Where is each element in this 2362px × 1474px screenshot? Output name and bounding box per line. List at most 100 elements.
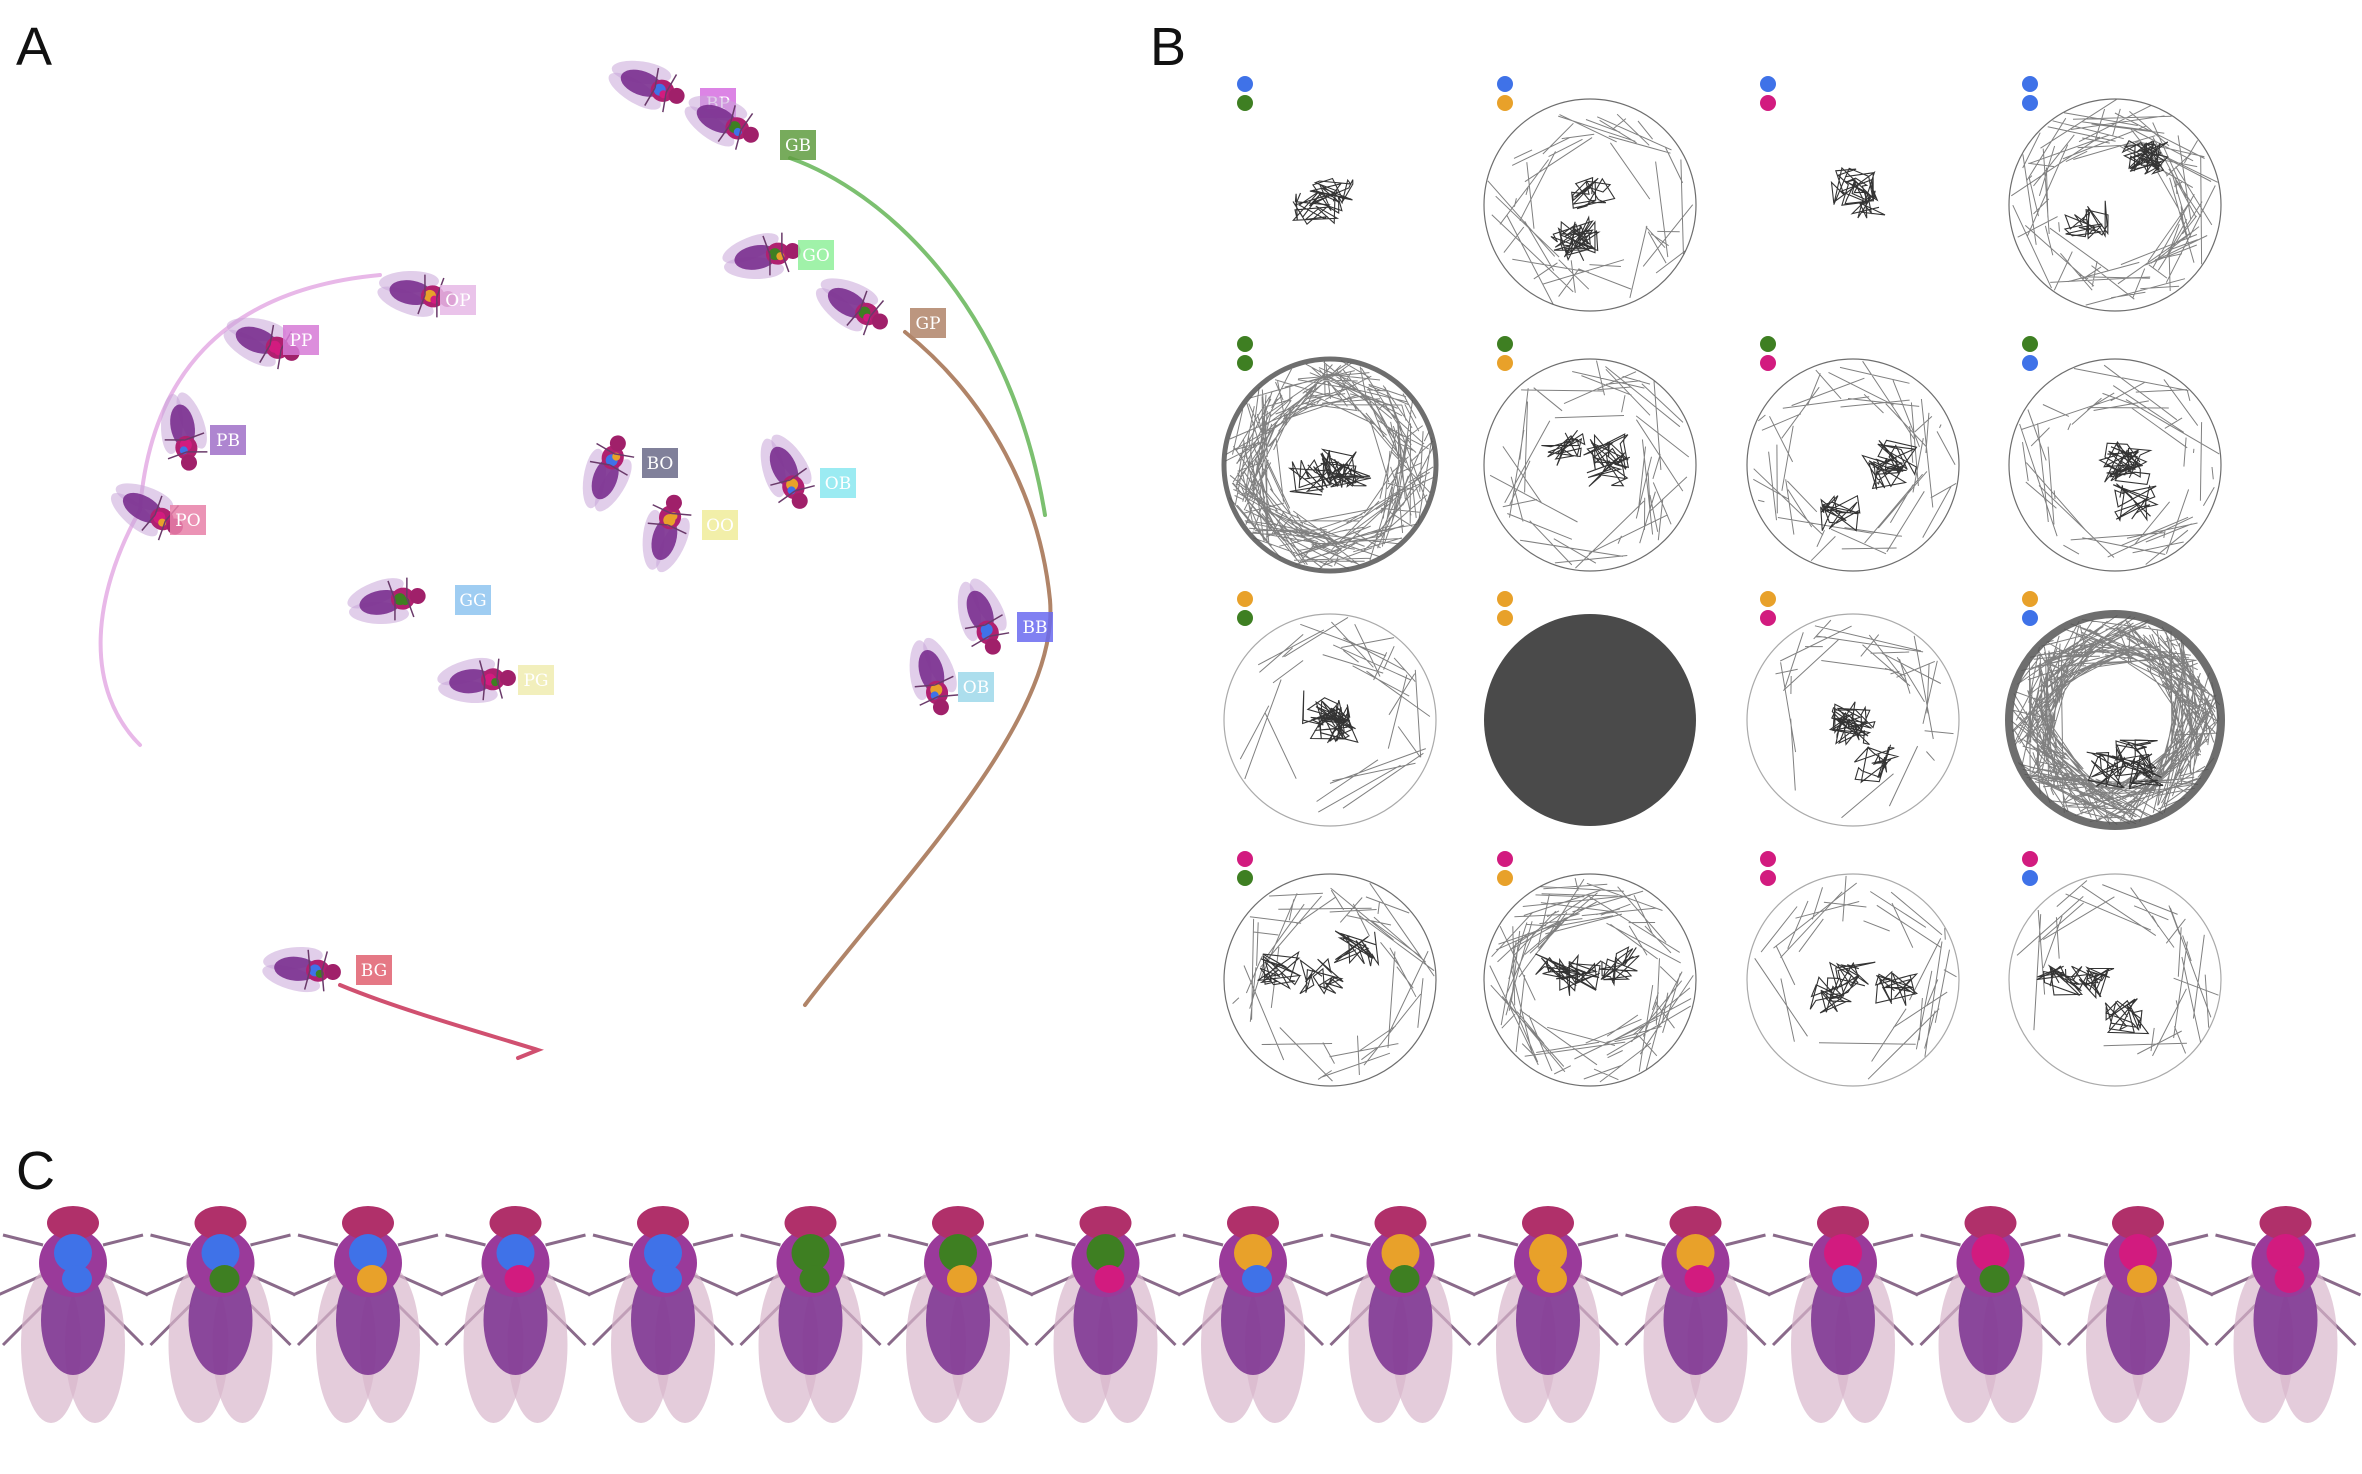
panel-a-arena: BPGBGOGPOPPPPBPOBOOOOBGGPGBBOBBG [98,60,1053,1060]
trajectory-cell [1223,591,1437,827]
leg [154,495,163,516]
fly-tag-go: GO [798,240,834,270]
trajectory-cell [1223,851,1437,1087]
head [984,638,1001,655]
fly-op [377,270,456,318]
paint-mark-front [1234,1234,1272,1272]
id-dot-top [1760,76,1776,92]
fly-portrait [292,1206,444,1423]
fly-bb [957,578,1010,655]
id-dot-bottom [1760,95,1776,111]
fly-tag-pp: PP [283,325,319,355]
leg [840,1233,881,1247]
trail-po [98,273,382,747]
head [1079,1206,1132,1240]
leg [789,467,808,481]
leg [919,695,939,706]
trajectory-cell [1483,336,1697,572]
arena-edge [1483,358,1697,572]
trajectory-cell [2005,591,2225,830]
leg [1477,1233,1519,1247]
arena-edge [1746,873,1960,1087]
head [1522,1206,1574,1240]
id-dot-bottom [1497,95,1513,111]
paint-mark-front [1971,1234,2010,1272]
leg [769,254,771,276]
panel-b-trajectories [1221,76,2225,1087]
id-dot-top [1760,336,1776,352]
tag-box [440,285,476,315]
leg [436,297,438,318]
trajectory-lines [2016,880,2219,1057]
activity-cluster [1861,454,1908,490]
trajectory-cell [1746,591,1960,827]
paint-mark-front [1529,1234,1567,1272]
arena-edge [2005,610,2225,830]
tag-label: GB [785,136,811,156]
activity-cluster [1550,215,1596,255]
leg [665,74,678,93]
paint-mark-front [1676,1234,1715,1272]
leg [2167,1233,2209,1247]
head [791,492,808,509]
fly-portrait [1177,1206,1329,1423]
leg [717,124,731,143]
leg [1920,1233,1961,1247]
fly-portrait [587,1206,739,1423]
tag-box [170,505,206,535]
id-dot-bottom [2022,870,2038,886]
activity-cluster [1853,744,1900,784]
leg [1577,1233,1619,1247]
id-dot-top [2022,591,2038,607]
trajectory-disc [1484,614,1696,826]
head [324,964,341,981]
id-dot-bottom [1237,95,1253,111]
leg [667,524,687,535]
leg [770,479,791,486]
fly-portrait [1324,1206,1477,1423]
activity-cluster [2036,964,2083,996]
leg [259,344,271,363]
leg [729,105,736,126]
tag-box [780,130,816,160]
activity-cluster [2122,142,2163,175]
paint-mark-back [652,1265,682,1293]
id-dot-bottom [2022,610,2038,626]
tag-label: BB [1023,618,1048,638]
activity-cluster [1320,448,1357,488]
fly-gb [684,95,759,150]
paint-mark-back [357,1265,387,1293]
leg [671,512,692,516]
leg [592,1233,634,1247]
arena-edge [2008,873,2222,1087]
fly-tag-oo: OO [702,510,738,540]
leg [781,232,783,253]
trajectory-cell [1221,336,1439,574]
arena-edge [1746,613,1960,827]
leg [2020,1233,2061,1247]
activity-cluster [1830,166,1876,206]
leg [794,484,815,492]
leg [307,949,311,971]
paint-mark-back [1389,1265,1420,1293]
leg [869,299,885,317]
activity-cluster [1872,439,1918,476]
leg [987,1233,1029,1247]
paint-mark-back [1242,1265,1272,1293]
leg [417,294,426,315]
trajectory-lines [1489,877,1694,1083]
tag-box [702,510,738,540]
fly-tag-bo: BO [642,448,678,478]
activity-cluster [1828,710,1872,746]
head [1964,1206,2017,1240]
leg [482,679,486,701]
fly-portrait [439,1206,592,1423]
fly-portrait [1767,1206,1919,1423]
id-dot-top [1237,591,1253,607]
tag-box [455,585,491,615]
activity-cluster [1829,961,1876,1000]
leg [846,309,861,327]
leg [387,580,396,601]
tag-label: BO [647,454,674,474]
